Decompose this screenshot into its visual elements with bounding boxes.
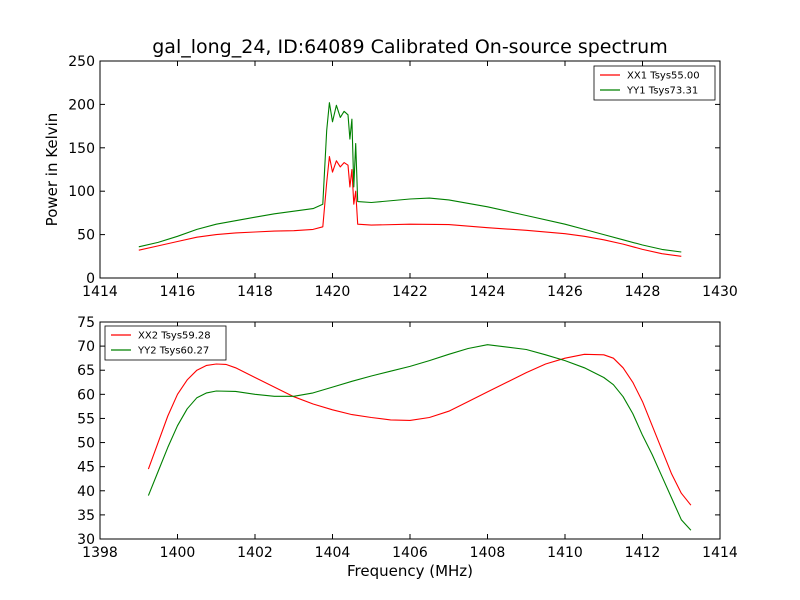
y-tick-label: 50 xyxy=(77,436,95,452)
series-line-yy1 xyxy=(138,102,682,253)
legend-box xyxy=(593,65,716,101)
legend-entry: YY1 Tsys73.31 xyxy=(626,86,698,97)
x-tick-label: 1412 xyxy=(625,545,661,561)
series-line-yy2 xyxy=(147,344,692,531)
legend-entry: XX1 Tsys55.00 xyxy=(627,71,700,82)
y-tick-label: 40 xyxy=(77,484,95,500)
y-tick-label: 100 xyxy=(68,184,95,200)
x-tick-label: 1398 xyxy=(82,545,118,561)
x-tick-label: 1414 xyxy=(82,284,118,300)
y-tick-label: 45 xyxy=(77,460,95,476)
figure-title: gal_long_24, ID:64089 Calibrated On-sour… xyxy=(152,36,667,58)
x-tick-label: 1416 xyxy=(160,284,196,300)
legend: XX1 Tsys55.00 YY1 Tsys73.31 xyxy=(593,65,716,101)
legend-entry: YY2 Tsys60.27 xyxy=(137,346,209,357)
x-tick-label: 1420 xyxy=(315,284,351,300)
bottom-spectrum-panel: 1398 1400 1402 1404 1406 1408 1410 1412 1414 30 35… xyxy=(77,315,738,580)
x-tick-label: 1426 xyxy=(547,284,583,300)
x-tick-label: 1402 xyxy=(237,545,273,561)
y-tick-label: 60 xyxy=(77,387,95,403)
x-tick-label: 1430 xyxy=(702,284,738,300)
legend: XX2 Tsys59.28 YY2 Tsys60.27 xyxy=(104,325,227,361)
x-tick-label: 1404 xyxy=(315,545,351,561)
x-tick-label: 1410 xyxy=(547,545,583,561)
x-tick-label: 1414 xyxy=(702,545,738,561)
x-tick-label: 1406 xyxy=(392,545,428,561)
y-tick-label: 150 xyxy=(68,141,95,157)
series-line-xx2 xyxy=(147,353,692,506)
y-tick-label: 75 xyxy=(77,315,95,331)
y-tick-label: 30 xyxy=(77,532,95,548)
x-tick-label: 1422 xyxy=(392,284,428,300)
series-line-xx1 xyxy=(138,155,682,257)
y-tick-label: 200 xyxy=(68,97,95,113)
y-tick-label: 0 xyxy=(86,271,95,287)
y-tick-label: 50 xyxy=(77,228,95,244)
y-tick-label: 65 xyxy=(77,363,95,379)
x-axis-label: Frequency (MHz) xyxy=(347,562,473,580)
x-tick-label: 1424 xyxy=(470,284,506,300)
x-tick-label: 1400 xyxy=(160,545,196,561)
top-spectrum-panel: 1414 1416 1418 1420 1422 1424 1426 1428 1430 0 50 1… xyxy=(43,54,738,300)
x-tick-label: 1408 xyxy=(470,545,506,561)
legend-box xyxy=(104,325,227,361)
legend-entry: XX2 Tsys59.28 xyxy=(138,331,211,342)
x-tick-label: 1418 xyxy=(237,284,273,300)
y-tick-label: 70 xyxy=(77,339,95,355)
x-tick-label: 1428 xyxy=(625,284,661,300)
y-tick-label: 35 xyxy=(77,508,95,524)
y-tick-label: 55 xyxy=(77,411,95,427)
y-axis-label: Power in Kelvin xyxy=(43,113,61,227)
y-tick-label: 250 xyxy=(68,54,95,70)
